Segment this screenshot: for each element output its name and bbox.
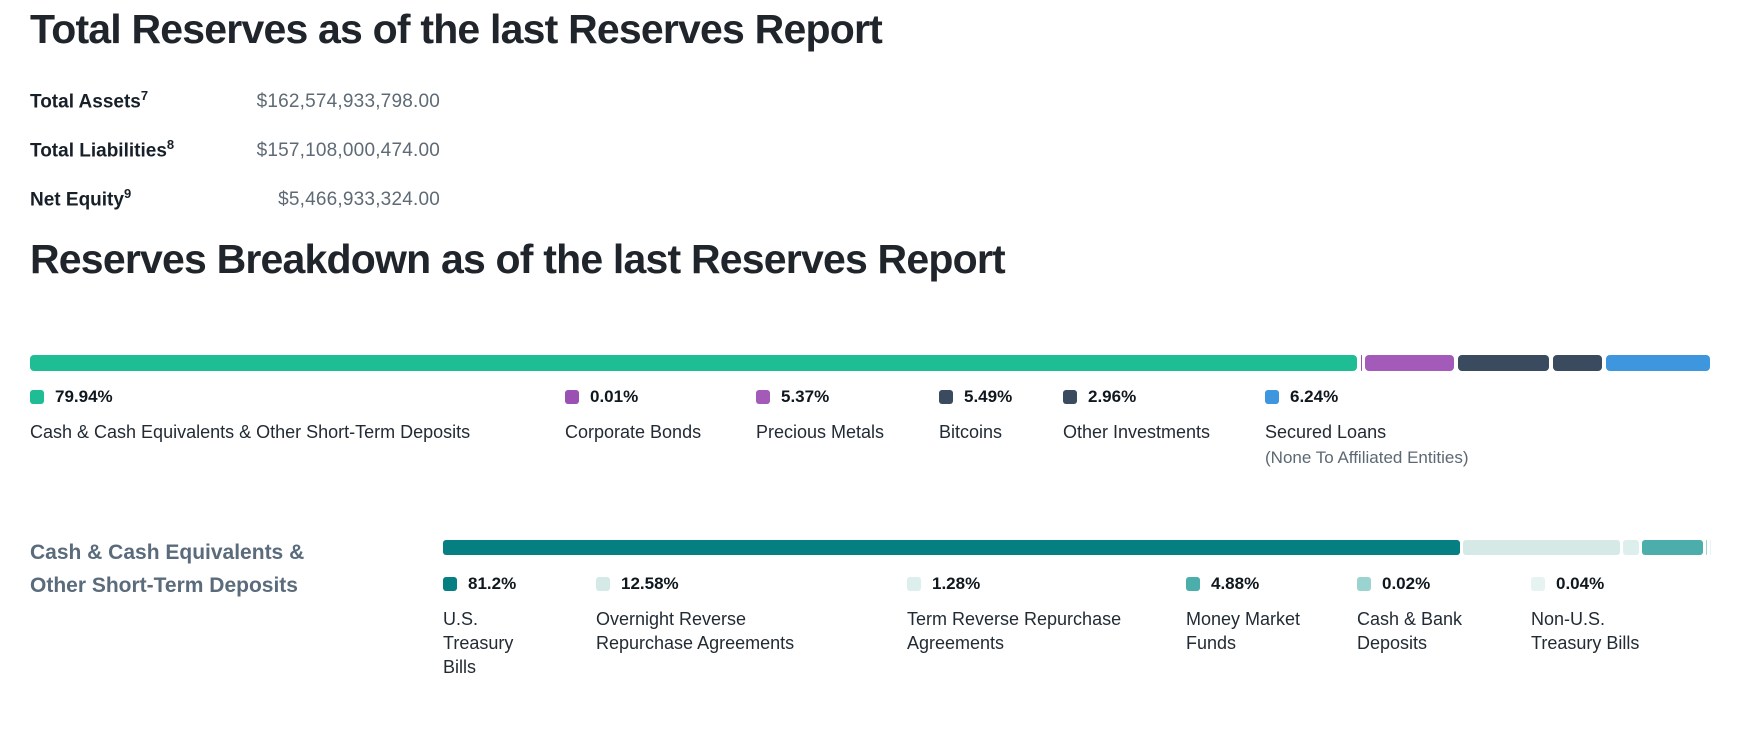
legend-label: Non-U.S. Treasury Bills	[1531, 609, 1640, 653]
legend-pct: 0.04%	[1556, 574, 1605, 593]
total-reserves-stats: Total Assets7 $162,574,933,798.00 Total …	[30, 88, 1710, 211]
bar-segment-term-reverse-repurchase-agreements	[1623, 540, 1640, 555]
legend-item-money-market-funds: 4.88% Money Market Funds	[1186, 574, 1336, 655]
legend-swatch-icon	[443, 577, 457, 591]
legend-label: Term Reverse Repurchase Agreements	[907, 609, 1122, 653]
stat-row-total-liabilities: Total Liabilities8 $157,108,000,474.00	[30, 137, 1710, 162]
legend-sublabel: (None To Affiliated Entities)	[1265, 448, 1469, 467]
bar-segment-cash-cash-equivalents-other-short-term-deposits	[30, 355, 1357, 371]
bar-segment-non-u-s-treasury-bills	[1709, 540, 1710, 555]
reserves-breakdown-bar	[30, 355, 1711, 371]
net-equity-value: $5,466,933,324.00	[278, 189, 440, 211]
net-equity-footnote: 9	[123, 186, 132, 201]
cash-equivalents-chart: 81.2% U.S. Treasury Bills 12.58% Overnight …	[443, 540, 1710, 694]
legend-head: 81.2%	[443, 574, 543, 594]
stat-row-net-equity: Net Equity9 $5,466,933,324.00	[30, 186, 1710, 211]
legend-item-term-reverse-repurchase-agreements: 1.28% Term Reverse Repurchase Agreements	[907, 574, 1157, 655]
legend-swatch-icon	[30, 390, 44, 404]
legend-head: 79.94%	[30, 387, 650, 407]
legend-head: 0.01%	[565, 387, 765, 407]
legend-item-precious-metals: 5.37% Precious Metals	[756, 387, 936, 444]
legend-swatch-icon	[756, 390, 770, 404]
net-equity-label: Net Equity9	[30, 186, 210, 211]
legend-head: 2.96%	[1063, 387, 1263, 407]
legend-label: Overnight Reverse Repurchase Agreements	[596, 609, 795, 653]
legend-item-bitcoins: 5.49% Bitcoins	[939, 387, 1059, 444]
reserves-breakdown-legend: 79.94% Cash & Cash Equivalents & Other Sh…	[30, 387, 1710, 483]
legend-label: Secured Loans	[1265, 422, 1387, 442]
legend-pct: 12.58%	[621, 574, 679, 593]
legend-pct: 6.24%	[1290, 387, 1339, 406]
stat-row-total-assets: Total Assets7 $162,574,933,798.00	[30, 88, 1710, 113]
legend-label: U.S. Treasury Bills	[443, 609, 514, 677]
legend-item-cash-cash-equivalents-other-short-term-deposits: 79.94% Cash & Cash Equivalents & Other Sh…	[30, 387, 650, 444]
bar-segment-secured-loans	[1606, 355, 1711, 371]
legend-item-other-investments: 2.96% Other Investments	[1063, 387, 1263, 444]
bar-segment-bitcoins	[1458, 355, 1550, 371]
legend-head: 0.04%	[1531, 574, 1671, 594]
legend-pct: 81.2%	[468, 574, 517, 593]
bar-segment-precious-metals	[1365, 355, 1455, 371]
legend-label: Money Market Funds	[1186, 609, 1301, 653]
legend-item-corporate-bonds: 0.01% Corporate Bonds	[565, 387, 765, 444]
legend-item-overnight-reverse-repurchase-agreements: 12.58% Overnight Reverse Repurchase Agree…	[596, 574, 836, 655]
total-assets-label-text: Total Assets	[30, 91, 141, 113]
total-liabilities-label: Total Liabilities8	[30, 137, 210, 162]
legend-pct: 0.02%	[1382, 574, 1431, 593]
cash-equivalents-section-label: Cash & Cash Equivalents & Other Short-Te…	[30, 541, 305, 597]
total-assets-footnote: 7	[140, 88, 149, 103]
legend-pct: 79.94%	[55, 387, 113, 406]
legend-head: 5.49%	[939, 387, 1059, 407]
legend-item-u-s-treasury-bills: 81.2% U.S. Treasury Bills	[443, 574, 543, 679]
bar-segment-u-s-treasury-bills	[443, 540, 1460, 555]
legend-label: Cash & Cash Equivalents & Other Short-Te…	[30, 422, 471, 442]
total-assets-label: Total Assets7	[30, 88, 210, 113]
legend-swatch-icon	[1186, 577, 1200, 591]
bar-segment-money-market-funds	[1642, 540, 1704, 555]
legend-label: Corporate Bonds	[565, 422, 702, 442]
total-reserves-title: Total Reserves as of the last Reserves R…	[30, 6, 883, 52]
cash-equivalents-section: Cash & Cash Equivalents & Other Short-Te…	[30, 540, 1710, 694]
legend-item-secured-loans: 6.24% Secured Loans (None To Affiliated En…	[1265, 387, 1545, 469]
legend-pct: 2.96%	[1088, 387, 1137, 406]
total-liabilities-value: $157,108,000,474.00	[256, 140, 440, 162]
legend-label: Precious Metals	[756, 422, 885, 442]
legend-swatch-icon	[596, 577, 610, 591]
legend-pct: 1.28%	[932, 574, 981, 593]
legend-pct: 5.37%	[781, 387, 830, 406]
legend-label: Cash & Bank Deposits	[1357, 609, 1463, 653]
legend-head: 4.88%	[1186, 574, 1336, 594]
total-assets-value: $162,574,933,798.00	[256, 91, 440, 113]
net-equity-label-text: Net Equity	[30, 189, 124, 211]
cash-equivalents-bar	[443, 540, 1710, 555]
legend-head: 6.24%	[1265, 387, 1545, 407]
legend-label: Bitcoins	[939, 422, 1003, 442]
legend-pct: 4.88%	[1211, 574, 1260, 593]
total-liabilities-footnote: 8	[166, 137, 175, 152]
reserves-breakdown-title: Reserves Breakdown as of the last Reserv…	[30, 236, 1006, 282]
legend-pct: 5.49%	[964, 387, 1013, 406]
legend-swatch-icon	[1531, 577, 1545, 591]
legend-item-cash-bank-deposits: 0.02% Cash & Bank Deposits	[1357, 574, 1497, 655]
bar-segment-overnight-reverse-repurchase-agreements	[1462, 540, 1621, 555]
legend-swatch-icon	[565, 390, 579, 404]
legend-item-non-u-s-treasury-bills: 0.04% Non-U.S. Treasury Bills	[1531, 574, 1671, 655]
legend-swatch-icon	[1265, 390, 1279, 404]
legend-head: 1.28%	[907, 574, 1157, 594]
legend-swatch-icon	[939, 390, 953, 404]
total-liabilities-label-text: Total Liabilities	[30, 140, 167, 162]
bar-segment-other-investments	[1553, 355, 1603, 371]
legend-swatch-icon	[1063, 390, 1077, 404]
legend-head: 0.02%	[1357, 574, 1497, 594]
legend-head: 5.37%	[756, 387, 936, 407]
legend-pct: 0.01%	[590, 387, 639, 406]
legend-swatch-icon	[907, 577, 921, 591]
legend-label: Other Investments	[1063, 422, 1211, 442]
legend-head: 12.58%	[596, 574, 836, 594]
legend-swatch-icon	[1357, 577, 1371, 591]
cash-equivalents-legend: 81.2% U.S. Treasury Bills 12.58% Overnight …	[443, 574, 1710, 694]
